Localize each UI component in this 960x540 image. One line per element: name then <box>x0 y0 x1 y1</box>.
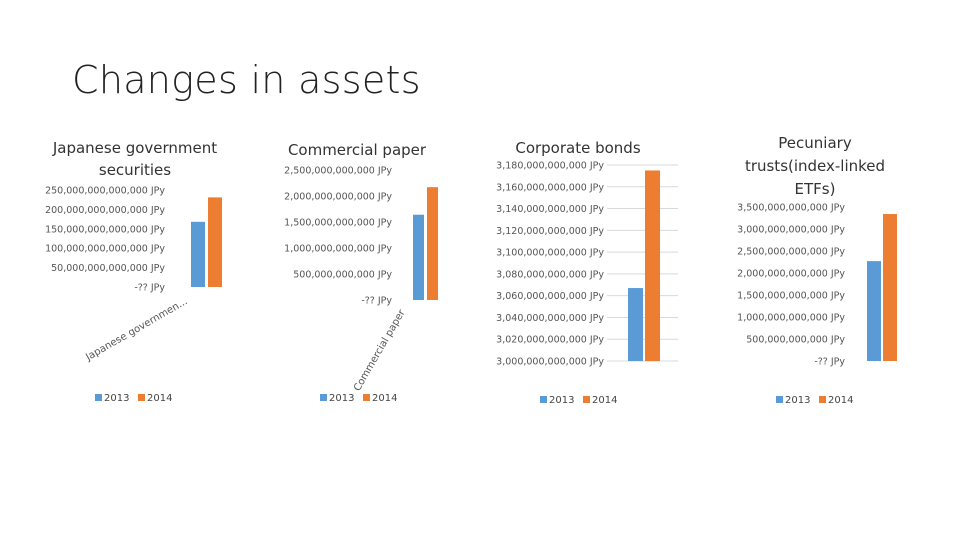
y-tick-label: 3,000,000,000,000 JPy <box>496 357 604 368</box>
chart-japanese-government-securities: Japanese government securities -?? JPy 50,0… <box>45 139 222 404</box>
y-tick-label: 3,000,000,000,000 JPy <box>737 225 845 236</box>
legend-swatch <box>363 394 370 401</box>
y-tick-label: 500,000,000,000 JPy <box>293 270 392 281</box>
chart-title-line: Japanese government <box>52 139 217 157</box>
y-tick-label: 3,040,000,000,000 JPy <box>496 313 604 324</box>
bar-2014 <box>645 170 660 361</box>
category-label: Japanese governmen... <box>83 296 189 364</box>
y-tick-label: 3,100,000,000,000 JPy <box>496 248 604 259</box>
y-tick-label: -?? JPy <box>134 283 165 294</box>
y-tick-label: 50,000,000,000,000 JPy <box>51 263 165 274</box>
legend-swatch <box>776 396 783 403</box>
chart-corporate-bonds: Corporate bonds 3,000,000,000,000 JPy 3,02… <box>496 139 678 406</box>
y-tick-label: 2,000,000,000,000 JPy <box>284 192 392 203</box>
chart-title-line: Commercial paper <box>288 141 427 159</box>
bar-2014 <box>883 214 897 361</box>
y-tick-label: 3,140,000,000,000 JPy <box>496 204 604 215</box>
legend-swatch <box>320 394 327 401</box>
y-tick-label: 3,060,000,000,000 JPy <box>496 291 604 302</box>
legend-swatch <box>540 396 547 403</box>
y-tick-label: -?? JPy <box>814 357 845 368</box>
bar-2013 <box>413 214 424 300</box>
bar-2013 <box>191 221 205 287</box>
y-tick-label: 1,500,000,000,000 JPy <box>284 218 392 229</box>
category-label: Commercial paper <box>352 307 408 393</box>
y-tick-label: 100,000,000,000,000 JPy <box>45 244 165 255</box>
y-tick-label: 2,500,000,000,000 JPy <box>284 166 392 177</box>
slide-title: Changes in assets <box>72 58 421 102</box>
legend-label: 2014 <box>828 395 853 406</box>
chart-title-line: ETFs) <box>795 180 836 198</box>
chart-title-line: Pecuniary <box>778 134 852 152</box>
y-tick-label: 1,000,000,000,000 JPy <box>737 313 845 324</box>
y-tick-label: 3,120,000,000,000 JPy <box>496 226 604 237</box>
legend-label: 2014 <box>372 393 397 404</box>
y-tick-label: 1,000,000,000,000 JPy <box>284 244 392 255</box>
y-tick-label: 150,000,000,000,000 JPy <box>45 224 165 235</box>
y-tick-label: 500,000,000,000 JPy <box>746 335 845 346</box>
chart-title-line: trusts(index-linked <box>745 157 885 175</box>
chart-pecuniary-trusts: Pecuniary trusts(index-linked ETFs) -?? JPy… <box>737 134 897 406</box>
chart-title-line: Corporate bonds <box>515 139 640 157</box>
bar-2013 <box>867 261 881 361</box>
y-tick-label: 250,000,000,000,000 JPy <box>45 186 165 197</box>
legend-label: 2013 <box>785 395 810 406</box>
legend-label: 2013 <box>329 393 354 404</box>
y-tick-label: 2,000,000,000,000 JPy <box>737 269 845 280</box>
y-tick-label: 3,080,000,000,000 JPy <box>496 269 604 280</box>
y-tick-label: 3,500,000,000,000 JPy <box>737 203 845 214</box>
legend-label: 2013 <box>549 395 574 406</box>
legend-swatch <box>819 396 826 403</box>
y-tick-label: -?? JPy <box>361 296 392 307</box>
y-tick-label: 1,500,000,000,000 JPy <box>737 291 845 302</box>
legend-swatch <box>138 394 145 401</box>
bar-2014 <box>208 197 222 287</box>
bar-2014 <box>427 187 438 300</box>
y-tick-label: 3,020,000,000,000 JPy <box>496 335 604 346</box>
chart-title-line: securities <box>99 161 171 179</box>
y-tick-label: 2,500,000,000,000 JPy <box>737 247 845 258</box>
legend-swatch <box>95 394 102 401</box>
y-tick-label: 200,000,000,000,000 JPy <box>45 205 165 216</box>
legend-label: 2014 <box>592 395 617 406</box>
y-tick-label: 3,160,000,000,000 JPy <box>496 182 604 193</box>
bar-2013 <box>628 288 643 361</box>
legend-label: 2014 <box>147 393 172 404</box>
legend-label: 2013 <box>104 393 129 404</box>
y-tick-label: 3,180,000,000,000 JPy <box>496 161 604 172</box>
legend-swatch <box>583 396 590 403</box>
